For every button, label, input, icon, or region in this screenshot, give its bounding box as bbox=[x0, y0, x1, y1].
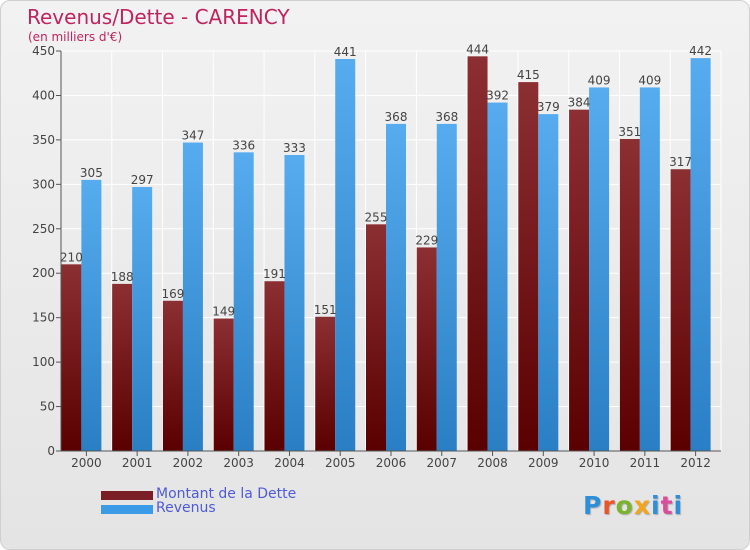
bar-revenus-2012 bbox=[690, 58, 711, 451]
bar-revenus-2006 bbox=[386, 123, 406, 451]
bar-revenus-2008 bbox=[487, 102, 508, 452]
data-label-dette-2012: 317 bbox=[669, 155, 692, 169]
bar-revenus-2010 bbox=[589, 87, 610, 451]
legend-swatch-dette bbox=[101, 491, 153, 500]
y-tick-label-150: 150 bbox=[32, 311, 55, 325]
data-label-revenus-2003: 336 bbox=[232, 138, 255, 152]
data-label-dette-2002: 169 bbox=[161, 287, 184, 301]
data-label-dette-2008: 444 bbox=[466, 42, 489, 56]
bar-dette-2011 bbox=[619, 139, 640, 451]
data-label-dette-2001: 188 bbox=[111, 270, 134, 284]
y-tick-label-0: 0 bbox=[47, 444, 55, 458]
y-tick-label-50: 50 bbox=[40, 400, 55, 414]
legend-swatch-revenus bbox=[101, 505, 153, 514]
data-label-revenus-2006: 368 bbox=[385, 110, 408, 124]
data-label-revenus-2000: 305 bbox=[80, 166, 103, 180]
data-label-revenus-2011: 409 bbox=[638, 73, 661, 87]
bar-dette-2012 bbox=[670, 169, 691, 451]
bar-dette-2010 bbox=[569, 109, 590, 452]
x-tick-label-2009: 2009 bbox=[528, 456, 559, 470]
bar-revenus-2001 bbox=[132, 187, 153, 451]
data-labels: 210 305 188 297 169 347 149 336 191 333 151 441 255 3… bbox=[60, 42, 712, 318]
data-label-revenus-2005: 441 bbox=[334, 45, 357, 59]
data-label-revenus-2010: 409 bbox=[588, 73, 611, 87]
x-tick-label-2004: 2004 bbox=[274, 456, 305, 470]
x-tick-label-2008: 2008 bbox=[477, 456, 508, 470]
bar-revenus-2002 bbox=[182, 142, 203, 452]
legend-label-revenus: Revenus bbox=[156, 500, 216, 516]
bar-dette-2007 bbox=[416, 247, 437, 451]
y-tick-label-400: 400 bbox=[32, 88, 55, 102]
data-label-revenus-2009: 379 bbox=[537, 100, 560, 114]
axes: 0 50 100 150 200 250 300 350 400 450 2000 2001 2002 2… bbox=[32, 44, 721, 470]
proxiti-logo: Proxiti bbox=[583, 491, 684, 520]
x-tick-label-2007: 2007 bbox=[426, 456, 457, 470]
x-tick-label-2012: 2012 bbox=[680, 456, 711, 470]
data-label-dette-2007: 229 bbox=[415, 233, 438, 247]
bar-dette-2002 bbox=[162, 300, 183, 451]
y-tick-label-450: 450 bbox=[32, 44, 55, 58]
data-label-revenus-2007: 368 bbox=[435, 110, 458, 124]
y-tick-label-350: 350 bbox=[32, 133, 55, 147]
data-label-dette-2005: 151 bbox=[314, 303, 337, 317]
y-tick-label-100: 100 bbox=[32, 355, 55, 369]
y-tick-label-300: 300 bbox=[32, 177, 55, 191]
y-tick-label-250: 250 bbox=[32, 222, 55, 236]
bar-revenus-2009 bbox=[538, 114, 559, 451]
data-label-dette-2011: 351 bbox=[618, 125, 641, 139]
chart-subtitle: (en milliers d'€) bbox=[28, 30, 123, 44]
data-label-dette-2004: 191 bbox=[263, 267, 286, 281]
data-label-dette-2010: 384 bbox=[568, 96, 591, 110]
data-label-dette-2009: 415 bbox=[517, 68, 540, 82]
bar-dette-2009 bbox=[518, 82, 539, 451]
bar-revenus-2004 bbox=[284, 155, 305, 451]
chart-title: Revenus/Dette - CARENCY bbox=[27, 5, 290, 29]
x-tick-label-2010: 2010 bbox=[579, 456, 610, 470]
legend-label-dette: Montant de la Dette bbox=[156, 486, 297, 502]
bar-dette-2008 bbox=[467, 56, 488, 451]
bar-dette-2000 bbox=[61, 264, 82, 451]
x-tick-label-2011: 2011 bbox=[630, 456, 661, 470]
data-label-dette-2006: 255 bbox=[365, 210, 388, 224]
data-label-revenus-2002: 347 bbox=[181, 129, 204, 143]
bar-revenus-2005 bbox=[335, 59, 356, 451]
data-label-dette-2000: 210 bbox=[60, 250, 83, 264]
x-tick-label-2003: 2003 bbox=[223, 456, 254, 470]
bar-revenus-2003 bbox=[233, 152, 254, 452]
data-label-revenus-2004: 333 bbox=[283, 141, 306, 155]
x-tick-label-2005: 2005 bbox=[325, 456, 356, 470]
data-label-revenus-2001: 297 bbox=[131, 173, 154, 187]
bar-dette-2006 bbox=[366, 224, 386, 451]
data-label-dette-2003: 149 bbox=[212, 305, 235, 319]
y-tick-label-200: 200 bbox=[32, 266, 55, 280]
x-tick-label-2001: 2001 bbox=[122, 456, 153, 470]
x-tick-label-2002: 2002 bbox=[173, 456, 204, 470]
bars bbox=[61, 56, 711, 452]
bar-dette-2005 bbox=[315, 316, 336, 451]
data-label-revenus-2008: 392 bbox=[486, 89, 509, 103]
bar-dette-2004 bbox=[264, 281, 285, 451]
x-tick-label-2006: 2006 bbox=[376, 456, 407, 470]
bar-revenus-2000 bbox=[81, 179, 102, 451]
bar-revenus-2007 bbox=[436, 123, 457, 451]
bar-dette-2001 bbox=[112, 283, 133, 451]
x-tick-label-2000: 2000 bbox=[71, 456, 102, 470]
bar-revenus-2011 bbox=[639, 87, 660, 451]
bar-dette-2003 bbox=[213, 318, 234, 451]
data-label-revenus-2012: 442 bbox=[689, 44, 712, 58]
